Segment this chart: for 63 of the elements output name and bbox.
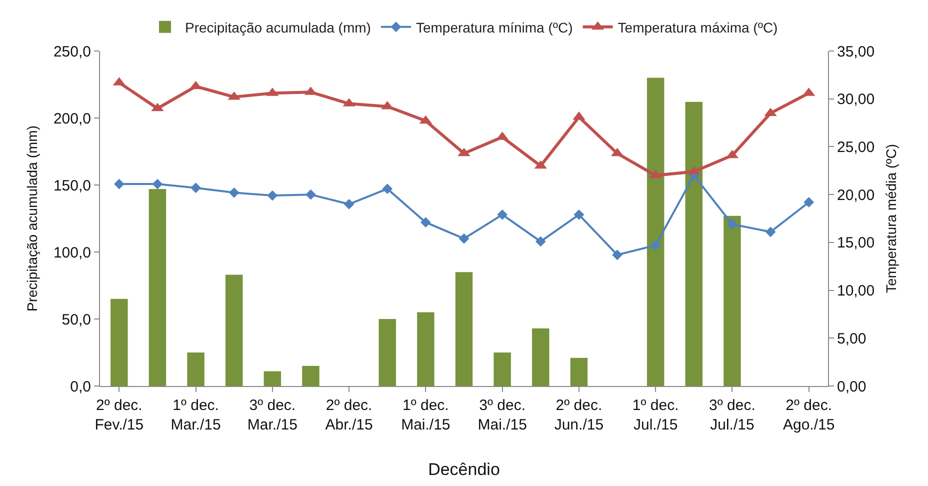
y2-tick-label: 15,00 (837, 234, 875, 252)
point (650, 240, 661, 250)
bar (187, 352, 204, 386)
bar (264, 371, 282, 386)
bar (570, 358, 588, 386)
point (344, 198, 354, 210)
point (114, 178, 124, 190)
y2-tick-label: 35,00 (837, 43, 875, 60)
bar (532, 328, 550, 386)
bar (455, 272, 473, 386)
bar (302, 366, 320, 386)
x-tick-label: 3º dec. Jul./15 (709, 397, 756, 434)
point (306, 189, 316, 200)
bar (685, 102, 703, 386)
legend-label: Precipitação acumulada (mm) (185, 19, 371, 36)
point (382, 184, 393, 194)
point (727, 219, 738, 230)
x-tick-label: 3º dec. Mai./15 (478, 397, 527, 434)
y-tick-label: 200,0 (53, 110, 91, 128)
y-tick-label: 100,0 (53, 244, 91, 262)
point (228, 187, 240, 198)
bar (225, 274, 243, 386)
point (267, 190, 278, 201)
y-tick-label: 150,0 (53, 177, 91, 194)
point (190, 182, 201, 194)
bar (417, 312, 434, 386)
bar (378, 319, 396, 386)
y2-tick-label: 0,00 (837, 378, 866, 396)
point (804, 197, 814, 208)
x-axis-title: Decêndio (428, 460, 500, 479)
bar (646, 78, 664, 386)
bar (724, 216, 741, 386)
y2-tick-label: 10,00 (837, 282, 875, 300)
x-tick-label: 2º dec. Ago./15 (782, 397, 835, 434)
point (574, 209, 584, 220)
bar (494, 352, 511, 386)
y2-axis-title: Temperatura média (ºC) (882, 144, 899, 294)
bar (148, 189, 166, 386)
y2-tick-label: 30,00 (837, 91, 875, 108)
y-tick-label: 250,0 (53, 43, 91, 60)
x-tick-label: 1º dec. Jul./15 (632, 397, 679, 434)
point (612, 250, 622, 260)
x-tick-label: 3º dec. Mar./15 (247, 397, 298, 434)
x-tick-label: 1º dec. Mai./15 (401, 397, 450, 434)
y2-tick-label: 20,00 (837, 186, 875, 204)
point (497, 209, 508, 220)
x-tick-label: 2º dec. Abr./15 (325, 397, 373, 434)
y2-tick-label: 25,00 (837, 138, 875, 156)
y-tick-label: 50,0 (62, 311, 91, 328)
y-tick-label: 0,0 (70, 378, 91, 396)
x-tick-label: 2º dec. Fev./15 (94, 397, 144, 434)
point (765, 226, 776, 238)
y-axis-title: Precipitação acumulada (mm) (24, 126, 40, 312)
legend-label: Temperatura mínima (ºC) (416, 19, 573, 36)
legend-label: Temperatura máxima (ºC) (618, 19, 778, 36)
x-tick-label: 1º dec. Mar./15 (170, 397, 221, 434)
y2-tick-label: 5,00 (837, 330, 866, 348)
point (152, 178, 163, 190)
point (420, 217, 431, 228)
point (458, 233, 470, 244)
point (535, 236, 546, 247)
x-tick-label: 2º dec. Jun./15 (554, 397, 604, 434)
bar (110, 298, 128, 386)
